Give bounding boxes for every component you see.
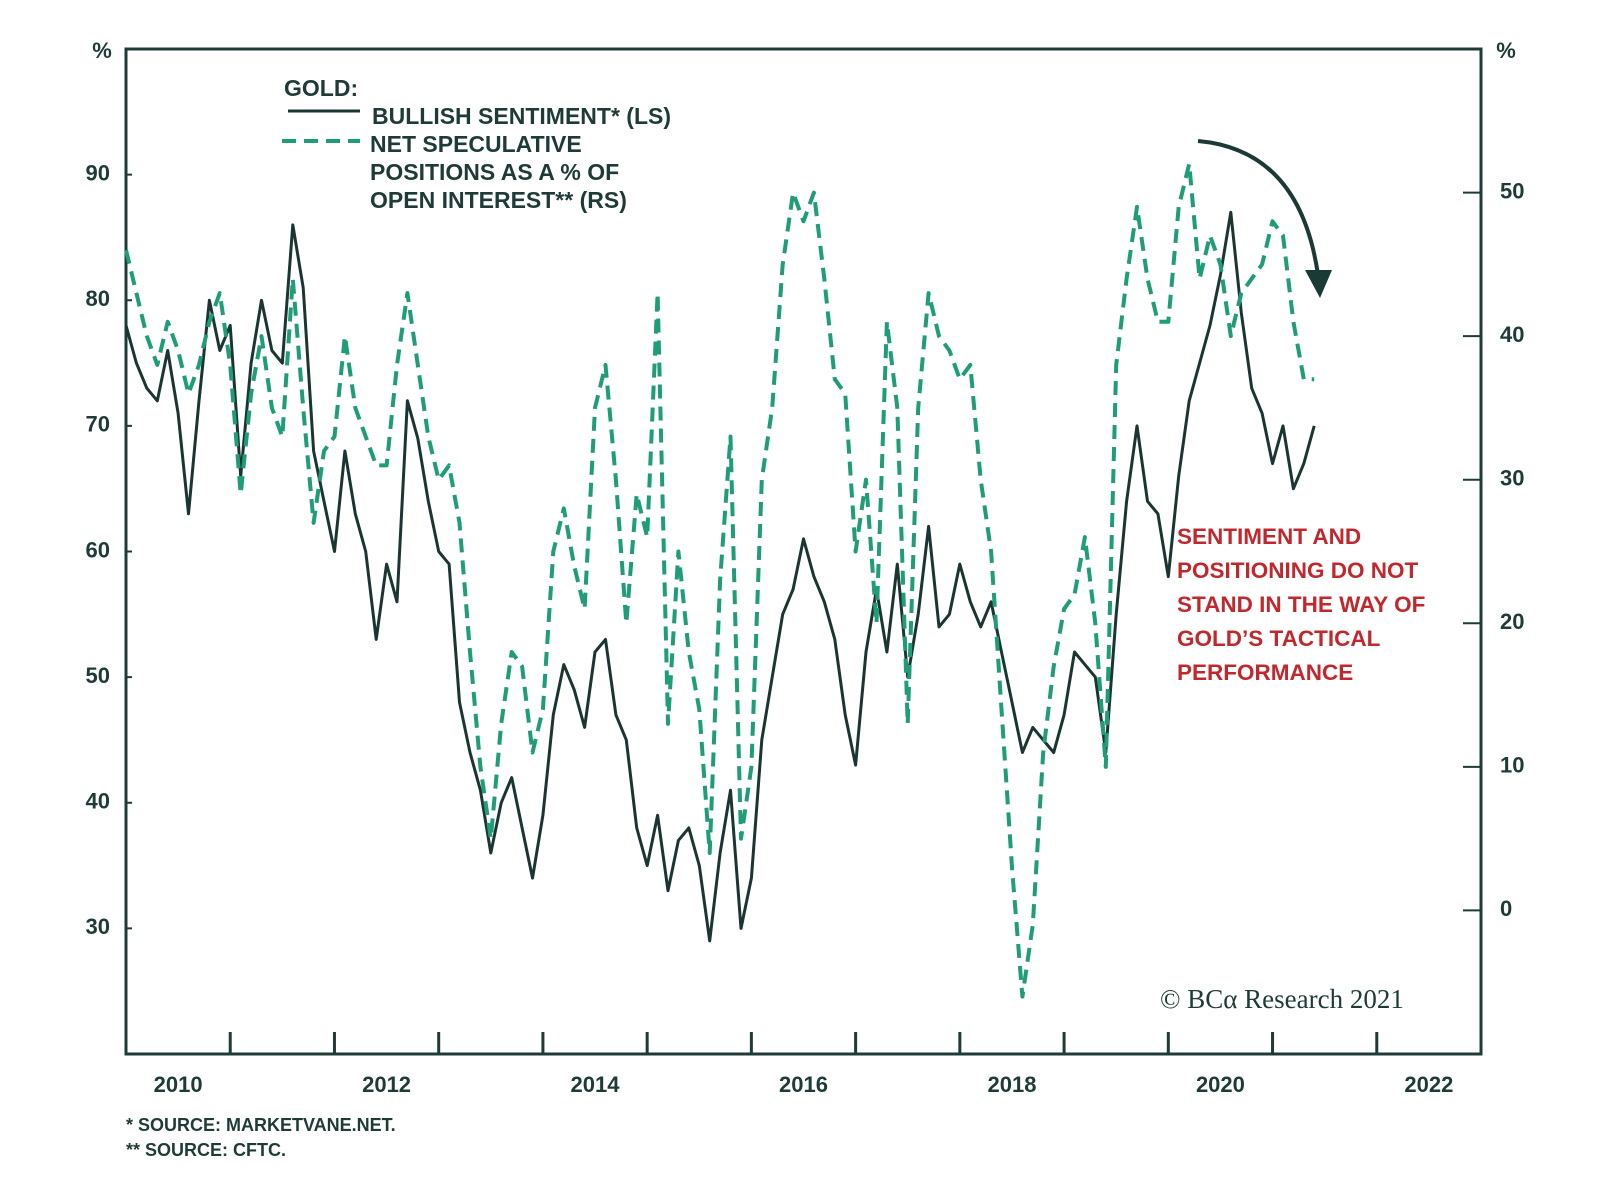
y2-axis-label: % [1496, 38, 1516, 63]
x-tick-label: 2016 [779, 1072, 828, 1097]
legend-entry: BULLISH SENTIMENT* (LS) [372, 103, 671, 129]
legend-entry: NET SPECULATIVE POSITIONS AS A % OF OPEN… [370, 131, 627, 213]
x-tick-label: 2012 [362, 1072, 411, 1097]
series-line [124, 161, 1315, 999]
x-tick-label: 2018 [987, 1072, 1036, 1097]
x-tick-label: 2014 [571, 1072, 621, 1097]
annotation: SENTIMENT AND POSITIONING DO NOT STAND I… [1177, 524, 1426, 685]
footnote: ** SOURCE: CFTC. [126, 1140, 287, 1160]
y2-tick-label: 40 [1500, 322, 1524, 347]
credit: © BCα Research 2021 [1160, 984, 1404, 1014]
y2-tick-label: 30 [1500, 466, 1524, 491]
x-tick-label: 2020 [1196, 1072, 1245, 1097]
x-tick-label: 2022 [1404, 1072, 1453, 1097]
y2-tick-label: 50 [1500, 178, 1524, 203]
x-tick-label: 2010 [154, 1072, 203, 1097]
y-tick-label: 30 [86, 914, 110, 939]
y-axis-label: % [92, 38, 112, 63]
arrow-head [1305, 270, 1332, 298]
y-tick-label: 40 [86, 789, 110, 814]
y-tick-label: 50 [86, 663, 110, 688]
arrow [1197, 139, 1320, 276]
footnote: * SOURCE: MARKETVANE.NET. [126, 1115, 396, 1135]
y-tick-label: 60 [86, 537, 110, 562]
y2-tick-label: 0 [1500, 896, 1512, 921]
y-tick-label: 70 [86, 412, 110, 437]
y2-tick-label: 20 [1500, 609, 1524, 634]
y-tick-label: 90 [86, 160, 110, 185]
series-line [124, 210, 1316, 943]
y-tick-label: 80 [86, 286, 110, 311]
legend-title: GOLD: [284, 75, 359, 101]
y2-tick-label: 10 [1500, 753, 1524, 778]
